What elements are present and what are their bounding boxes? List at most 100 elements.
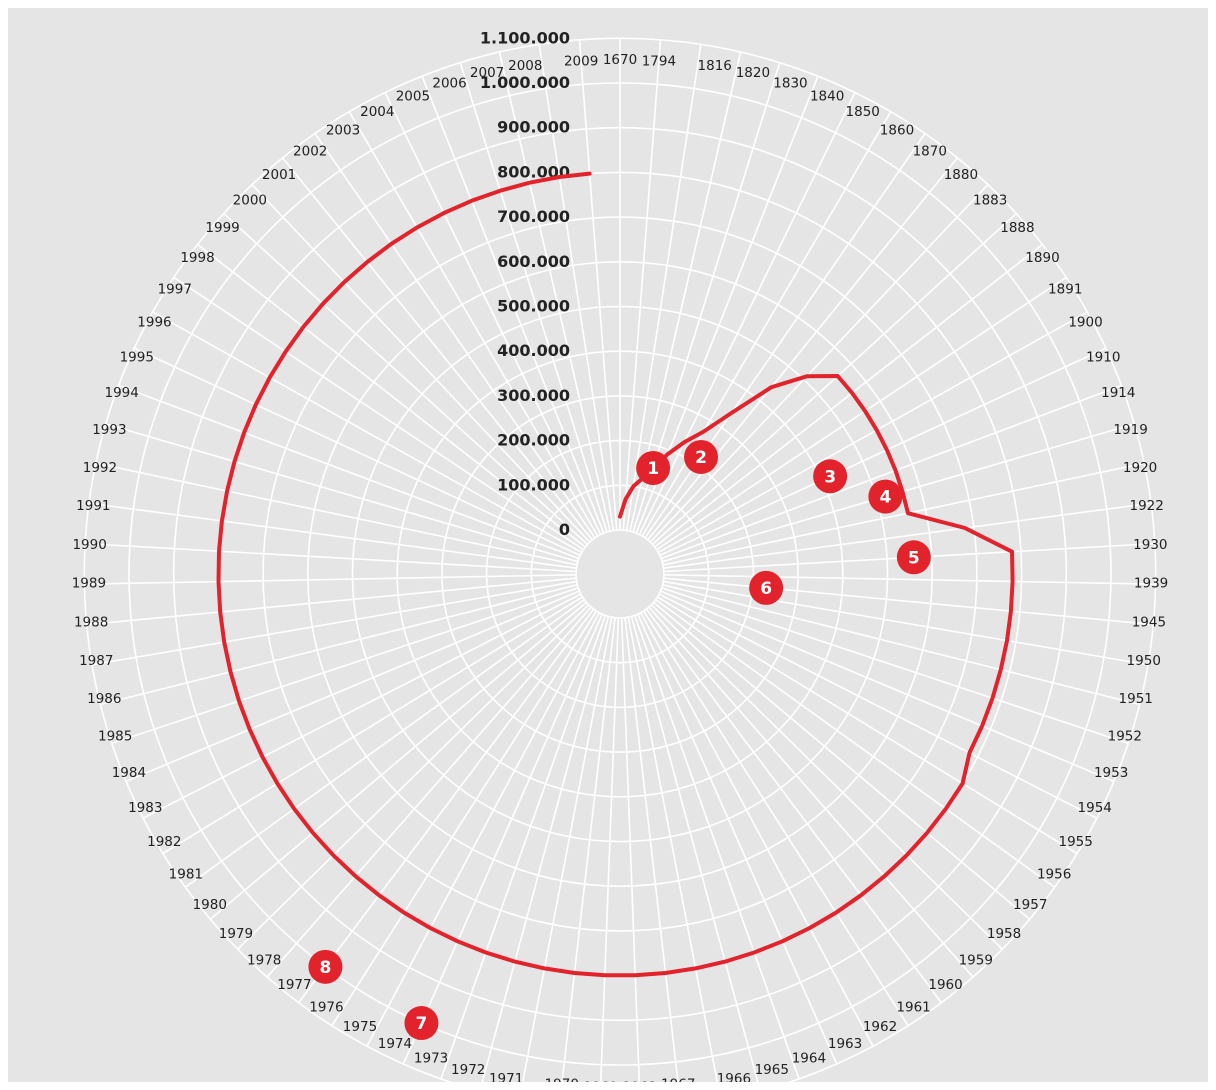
marker-circle (896, 540, 931, 575)
marker-label: 8 (319, 958, 331, 978)
year-label: 1960 (928, 977, 962, 993)
radial-tick-labels: 0 100.000 200.000 300.000 400.000 500.000 600.… (480, 28, 570, 539)
grid-spoke (638, 92, 856, 535)
grid-spoke (637, 613, 838, 1065)
year-label: 1794 (642, 53, 676, 69)
marker-4: 4 (868, 479, 903, 514)
grid-spoke (348, 111, 599, 537)
year-label: 1883 (973, 192, 1007, 208)
year-label: 1971 (489, 1071, 523, 1082)
grid-spoke (649, 184, 989, 543)
year-label: 1956 (1037, 867, 1071, 883)
grid-spoke (657, 311, 1088, 554)
grid-spokes (84, 38, 1156, 1082)
year-label: 1961 (896, 999, 930, 1015)
grid-spoke (100, 583, 578, 706)
year-label: 1957 (1013, 897, 1047, 913)
year-label: 1860 (880, 122, 914, 138)
year-label: 1963 (828, 1036, 862, 1052)
grid-spoke (331, 610, 598, 1027)
grid-spoke (645, 608, 943, 1004)
grid-spoke (657, 596, 1078, 855)
grid-spoke (641, 111, 892, 537)
year-label: 2001 (262, 167, 296, 183)
grid-spoke (366, 612, 600, 1047)
year-label: 1977 (277, 977, 311, 993)
year-label: 1945 (1132, 615, 1166, 631)
year-label: 1962 (863, 1019, 897, 1035)
marker-6: 6 (749, 570, 784, 605)
radial-tick-label: 600.000 (497, 252, 570, 271)
year-label: 1930 (1133, 537, 1167, 553)
grid-spoke (314, 133, 596, 539)
grid-spoke (622, 39, 662, 531)
year-label: 1978 (247, 953, 281, 969)
grid-spoke (663, 574, 1156, 585)
year-label: 2000 (233, 192, 267, 208)
year-label: 1850 (846, 104, 880, 120)
year-label: 1816 (698, 58, 732, 74)
grid-spoke (561, 617, 616, 1082)
grid-spoke (648, 606, 974, 978)
grid-spoke (633, 615, 800, 1080)
marker-label: 7 (416, 1014, 428, 1034)
year-label: 1966 (717, 1071, 751, 1082)
grid-spoke (629, 51, 742, 532)
grid-spoke (538, 44, 615, 531)
marker-label: 5 (908, 548, 920, 568)
grid-spoke (578, 39, 618, 531)
grid-spoke (440, 615, 607, 1080)
grid-spoke (173, 276, 584, 551)
marker-circle (813, 459, 848, 494)
grid-spoke (652, 212, 1017, 545)
grid-spoke (142, 593, 582, 819)
year-label: 1996 (137, 315, 171, 331)
radial-tick-label: 400.000 (497, 341, 570, 360)
year-label: 1986 (87, 691, 121, 707)
grid-spoke (627, 617, 719, 1082)
year-label: 1939 (1134, 576, 1168, 592)
series-line (216, 171, 1015, 978)
grid-spoke (402, 613, 603, 1065)
grid-spoke (650, 604, 1003, 950)
year-label: 1995 (120, 349, 154, 365)
grid-spoke (105, 423, 578, 563)
grid-spoke (620, 617, 641, 1082)
radial-tick-label: 1.100.000 (480, 28, 570, 47)
radial-chart: 1670 1794 1816 1820183018401850186018701880… (72, 28, 1168, 1082)
marker-2: 2 (684, 439, 719, 474)
grid-spoke (95, 462, 578, 566)
grid-spoke (266, 606, 592, 978)
series-layer (216, 171, 1015, 978)
year-label: 1900 (1068, 315, 1102, 331)
year-label: 1830 (773, 75, 807, 91)
year-label: 1820 (736, 65, 770, 81)
year-label: 1990 (72, 537, 106, 553)
grid-ring (83, 37, 1157, 1082)
year-label: 1880 (944, 167, 978, 183)
year-label: 1959 (959, 953, 993, 969)
grid-spoke (662, 583, 1140, 706)
grid-spoke (184, 599, 585, 888)
year-label: 1891 (1048, 281, 1082, 297)
year-label: 2008 (508, 58, 542, 74)
radial-tick-label: 700.000 (497, 207, 570, 226)
grid-spoke (86, 577, 577, 626)
grid-spoke (384, 92, 602, 535)
year-label: 1968 (622, 1080, 656, 1082)
marker-label: 1 (647, 459, 659, 479)
radial-tick-label: 300.000 (497, 386, 570, 405)
grid-spoke (656, 276, 1067, 551)
grid-spoke (624, 617, 679, 1082)
radial-tick-label: 0 (559, 520, 570, 539)
grid-spoke (663, 577, 1154, 626)
year-label: 1964 (792, 1050, 826, 1066)
marker-label: 3 (824, 467, 836, 487)
year-label: 2004 (360, 104, 394, 120)
grid-spoke (459, 62, 608, 533)
year-label: 1951 (1119, 691, 1153, 707)
year-label: 2002 (293, 143, 327, 159)
grid-spoke (625, 44, 702, 531)
year-label: 1975 (343, 1019, 377, 1035)
markers-layer: 1 2 3 4 5 6 7 8 (308, 439, 931, 1041)
